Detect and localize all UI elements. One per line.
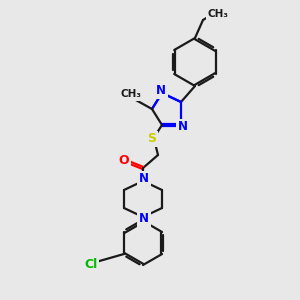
Text: N: N bbox=[178, 121, 188, 134]
Text: N: N bbox=[139, 212, 149, 226]
Text: Cl: Cl bbox=[84, 257, 98, 271]
Text: CH₃: CH₃ bbox=[121, 89, 142, 99]
Text: N: N bbox=[139, 172, 149, 185]
Text: CH₃: CH₃ bbox=[208, 9, 229, 19]
Text: O: O bbox=[119, 154, 129, 167]
Text: S: S bbox=[148, 133, 157, 146]
Text: N: N bbox=[156, 85, 166, 98]
